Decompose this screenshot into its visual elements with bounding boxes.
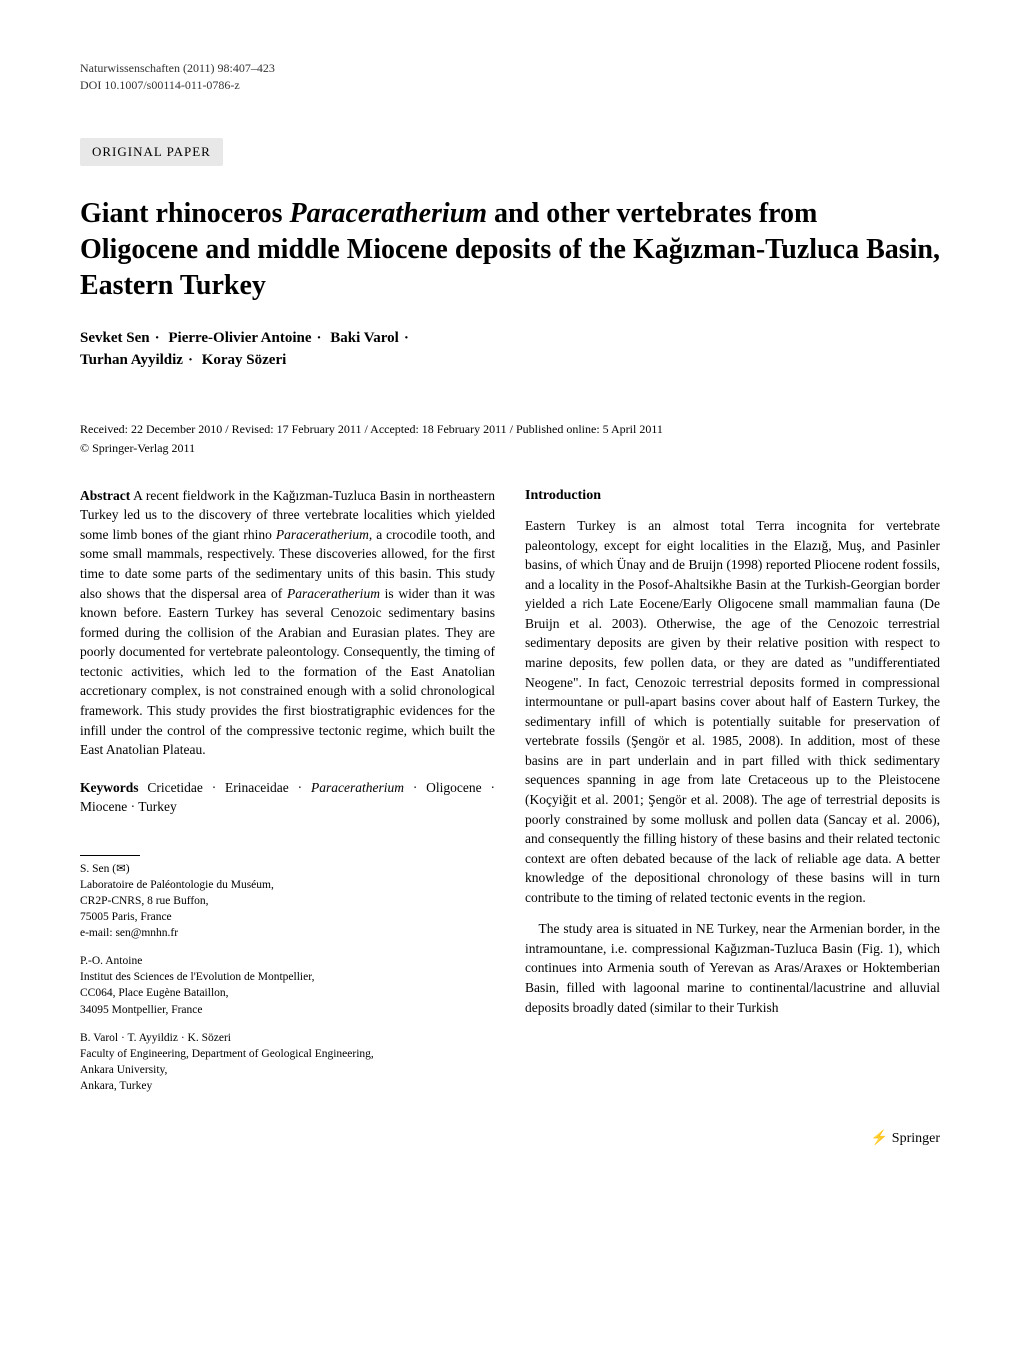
journal-citation: Naturwissenschaften (2011) 98:407–423 <box>80 60 940 77</box>
affiliation-line: e-mail: sen@mnhn.fr <box>80 925 495 941</box>
affiliation-divider <box>80 855 140 856</box>
authors-list: Sevket Sen· Pierre-Olivier Antoine· Baki… <box>80 327 940 372</box>
paper-title: Giant rhinoceros Paraceratherium and oth… <box>80 196 940 305</box>
affiliation-author: S. Sen (✉) <box>80 861 495 877</box>
abstract-paragraph: Abstract A recent fieldwork in the Kağız… <box>80 486 495 760</box>
title-italic: Paraceratherium <box>289 198 487 229</box>
affiliation-author: B. Varol · T. Ayyildiz · K. Sözeri <box>80 1030 495 1046</box>
author-separator: · <box>183 352 198 368</box>
abstract-text-suffix: is wider than it was known before. Easte… <box>80 586 495 758</box>
publisher-logo: ⚡ Springer <box>80 1130 940 1147</box>
publication-dates: Received: 22 December 2010 / Revised: 17… <box>80 422 940 437</box>
abstract-label: Abstract <box>80 488 130 503</box>
affiliation-line: Ankara, Turkey <box>80 1078 495 1094</box>
right-column: Introduction Eastern Turkey is an almost… <box>525 486 940 1106</box>
author-separator: · <box>312 330 327 346</box>
affiliation-author: P.-O. Antoine <box>80 953 495 969</box>
introduction-heading: Introduction <box>525 486 940 506</box>
publisher-name: Springer <box>892 1131 940 1146</box>
author-separator: · <box>399 330 414 346</box>
copyright-line: © Springer-Verlag 2011 <box>80 441 940 456</box>
affiliations-section: S. Sen (✉) Laboratoire de Paléontologie … <box>80 855 495 1094</box>
affiliation-block: B. Varol · T. Ayyildiz · K. Sözeri Facul… <box>80 1030 495 1094</box>
affiliation-line: 75005 Paris, France <box>80 909 495 925</box>
title-pre: Giant rhinoceros <box>80 198 289 229</box>
affiliation-line: Ankara University, <box>80 1062 495 1078</box>
author: Pierre-Olivier Antoine <box>168 330 311 346</box>
author-separator: · <box>150 330 165 346</box>
keywords-italic: Paraceratherium <box>311 780 404 795</box>
abstract-italic: Paraceratherium <box>276 527 369 542</box>
keywords-label: Keywords <box>80 780 139 795</box>
doi: DOI 10.1007/s00114-011-0786-z <box>80 77 940 94</box>
intro-paragraph-2: The study area is situated in NE Turkey,… <box>525 919 940 1017</box>
keywords-section: Keywords Cricetidae · Erinaceidae · Para… <box>80 778 495 817</box>
author: Koray Sözeri <box>202 352 287 368</box>
affiliation-block: P.-O. Antoine Institut des Sciences de l… <box>80 953 495 1017</box>
abstract-italic: Paraceratherium <box>287 586 380 601</box>
intro-paragraph-1: Eastern Turkey is an almost total Terra … <box>525 516 940 907</box>
author: Sevket Sen <box>80 330 150 346</box>
author: Baki Varol <box>330 330 399 346</box>
springer-icon: ⚡ <box>871 1131 888 1146</box>
affiliation-block: S. Sen (✉) Laboratoire de Paléontologie … <box>80 861 495 941</box>
affiliation-line: Institut des Sciences de l'Evolution de … <box>80 969 495 985</box>
affiliation-line: Faculty of Engineering, Department of Ge… <box>80 1046 495 1062</box>
left-column: Abstract A recent fieldwork in the Kağız… <box>80 486 495 1106</box>
affiliation-line: 34095 Montpellier, France <box>80 1002 495 1018</box>
author: Turhan Ayyildiz <box>80 352 183 368</box>
affiliation-line: CC064, Place Eugène Bataillon, <box>80 985 495 1001</box>
keywords-prefix: Cricetidae · Erinaceidae · <box>139 780 311 795</box>
affiliation-line: CR2P-CNRS, 8 rue Buffon, <box>80 893 495 909</box>
affiliation-line: Laboratoire de Paléontologie du Muséum, <box>80 877 495 893</box>
paper-type-label: ORIGINAL PAPER <box>80 138 223 166</box>
page-header: Naturwissenschaften (2011) 98:407–423 DO… <box>80 60 940 94</box>
two-column-layout: Abstract A recent fieldwork in the Kağız… <box>80 486 940 1106</box>
